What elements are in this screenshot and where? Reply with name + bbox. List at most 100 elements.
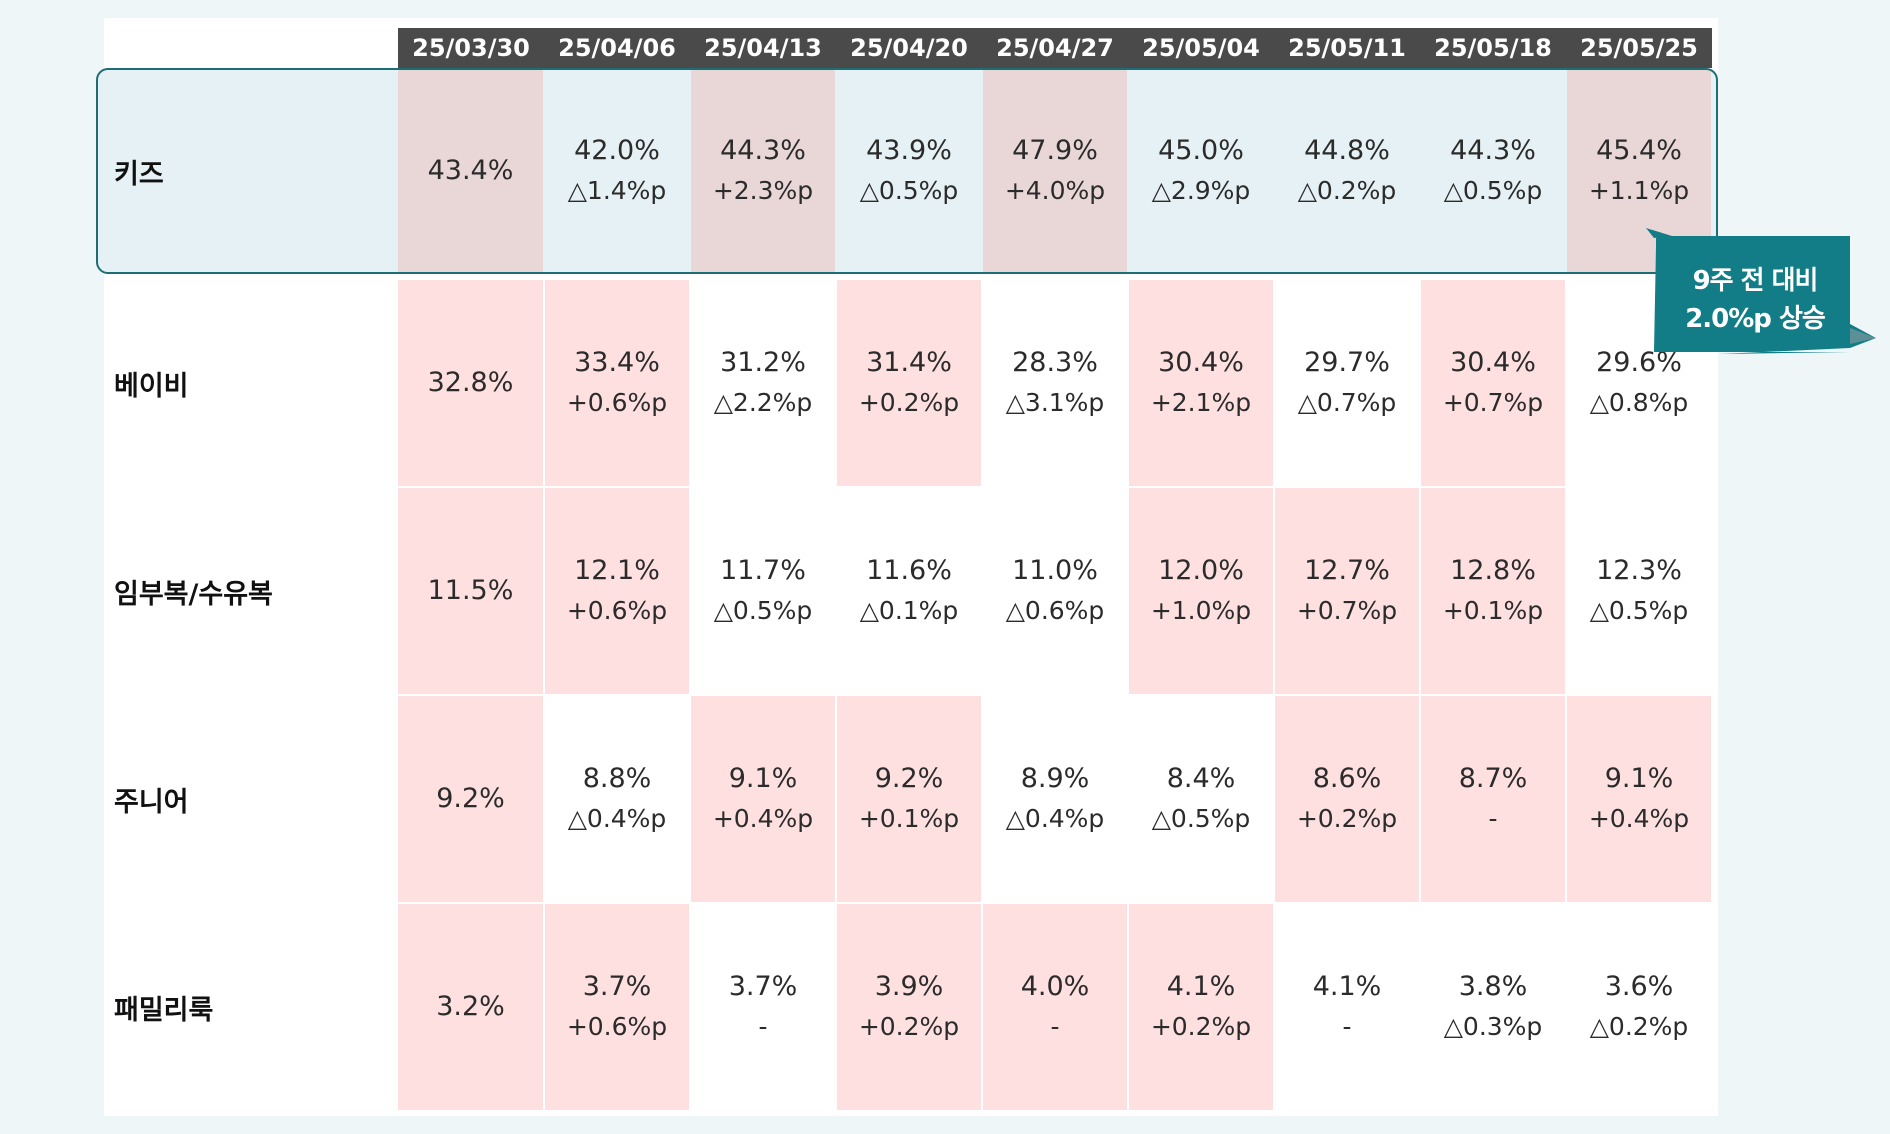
cell-value: 11.7% — [720, 555, 806, 586]
cell-value: 3.7% — [728, 971, 798, 1002]
cell-change: △2.2%p — [713, 388, 813, 417]
cell-change: +0.4%p — [712, 804, 814, 833]
cell-change: +0.2%p — [858, 1012, 960, 1041]
cell-value: 31.4% — [866, 347, 952, 378]
cell-change: +0.6%p — [566, 1012, 668, 1041]
cell-change: +0.2%p — [1150, 1012, 1252, 1041]
table-cell: 11.7% △0.5%p — [691, 488, 835, 694]
table-cell: 9.1% +0.4%p — [1567, 696, 1711, 902]
row-label: 주니어 — [114, 786, 189, 818]
table-cell: 29.6% △0.8%p — [1567, 280, 1711, 486]
cell-value: 8.4% — [1166, 763, 1236, 794]
cell-value: 11.0% — [1012, 555, 1098, 586]
cell-value: 3.6% — [1604, 971, 1674, 1002]
table-cell: 4.1% - — [1275, 904, 1419, 1110]
cell-value: 12.0% — [1158, 555, 1244, 586]
cell-change: △0.2%p — [1589, 1012, 1689, 1041]
callout-bubble — [1646, 228, 1876, 354]
cell-value: 31.2% — [720, 347, 806, 378]
cell-value: 4.0% — [1020, 971, 1090, 1002]
cell-change: +0.6%p — [566, 388, 668, 417]
table-cell: 47.9% +4.0%p — [983, 70, 1127, 272]
table-cell: 44.3% △0.5%p — [1421, 70, 1565, 272]
cell-value: 3.8% — [1458, 971, 1528, 1002]
table-cell: 31.2% △2.2%p — [691, 280, 835, 486]
table-cell: 3.8% △0.3%p — [1421, 904, 1565, 1110]
cell-change: +4.0%p — [1004, 176, 1106, 205]
cell-change: △0.3%p — [1443, 1012, 1543, 1041]
cell-value: 9.1% — [1604, 763, 1674, 794]
table-cell: 9.2% +0.1%p — [837, 696, 981, 902]
cell-change: △2.9%p — [1151, 176, 1251, 205]
table-cell: 8.4% △0.5%p — [1129, 696, 1273, 902]
table-cell: 3.7% +0.6%p — [545, 904, 689, 1110]
cell-value: 44.8% — [1304, 135, 1390, 166]
cell-value: 3.2% — [436, 991, 505, 1022]
column-header: 25/05/11 — [1274, 28, 1420, 68]
table-cell: 44.8% △0.2%p — [1275, 70, 1419, 272]
cell-change: △3.1%p — [1005, 388, 1105, 417]
cell-change: △0.7%p — [1297, 388, 1397, 417]
cell-value: 12.1% — [574, 555, 660, 586]
cell-value: 42.0% — [574, 135, 660, 166]
table-cell: 29.7% △0.7%p — [1275, 280, 1419, 486]
cell-value: 30.4% — [1450, 347, 1536, 378]
callout-tail-shadow — [1850, 328, 1876, 344]
table-panel: 25/03/30 25/04/06 25/04/13 25/04/20 25/04/27… — [96, 18, 1718, 1116]
cell-value: 33.4% — [574, 347, 660, 378]
table-cell: 12.7% +0.7%p — [1275, 488, 1419, 694]
cell-value: 9.2% — [436, 783, 505, 814]
cell-change: △0.5%p — [1443, 176, 1543, 205]
callout-line-1: 9주 전 대비 — [1692, 266, 1819, 296]
table-cell: 11.6% △0.1%p — [837, 488, 981, 694]
cell-change: +0.4%p — [1588, 804, 1690, 833]
cell-value: 3.7% — [582, 971, 652, 1002]
cell-value: 44.3% — [720, 135, 806, 166]
cell-change: +0.6%p — [566, 596, 668, 625]
table-cell: 3.6% △0.2%p — [1567, 904, 1711, 1110]
table-cell: 4.0% - — [983, 904, 1127, 1110]
row-label: 임부복/수유복 — [114, 578, 273, 610]
cell-value: 4.1% — [1166, 971, 1236, 1002]
table-cell: 11.0% △0.6%p — [983, 488, 1127, 694]
table-cell: 9.2% — [398, 696, 543, 902]
table-cell: 30.4% +2.1%p — [1129, 280, 1273, 486]
table-cell: 9.1% +0.4%p — [691, 696, 835, 902]
callout-text: 9주 전 대비 2.0%p 상승 — [1660, 262, 1850, 338]
cell-value: 8.7% — [1458, 763, 1528, 794]
cell-value: 9.1% — [728, 763, 798, 794]
table-cell: 28.3% △3.1%p — [983, 280, 1127, 486]
cell-change: △0.8%p — [1589, 388, 1689, 417]
table-cell: 32.8% — [398, 280, 543, 486]
cell-change: △0.5%p — [1151, 804, 1251, 833]
column-header: 25/03/30 — [398, 28, 544, 68]
cell-value: 9.2% — [874, 763, 944, 794]
column-header: 25/04/20 — [836, 28, 982, 68]
table-cell: 11.5% — [398, 488, 543, 694]
cell-change: △0.4%p — [567, 804, 667, 833]
column-header: 25/04/06 — [544, 28, 690, 68]
table-cell: 12.1% +0.6%p — [545, 488, 689, 694]
cell-value: 4.1% — [1312, 971, 1382, 1002]
table-cell: 44.3% +2.3%p — [691, 70, 835, 272]
table-cell: 8.6% +0.2%p — [1275, 696, 1419, 902]
cell-value: 11.5% — [427, 575, 514, 606]
column-header: 25/05/04 — [1128, 28, 1274, 68]
cell-value: 12.7% — [1304, 555, 1390, 586]
table-cell: 45.0% △2.9%p — [1129, 70, 1273, 272]
table-cell: 42.0% △1.4%p — [545, 70, 689, 272]
column-header: 25/05/18 — [1420, 28, 1566, 68]
table-cell: 3.7% - — [691, 904, 835, 1110]
cell-change: +2.3%p — [712, 176, 814, 205]
cell-value: 8.8% — [582, 763, 652, 794]
cell-value: 45.4% — [1596, 135, 1682, 166]
highlighted-row-background — [98, 68, 1716, 274]
cell-value: 32.8% — [427, 367, 514, 398]
cell-change: +1.1%p — [1588, 176, 1690, 205]
cell-value: 12.8% — [1450, 555, 1536, 586]
cell-change: - — [1050, 1012, 1060, 1041]
cell-value: 30.4% — [1158, 347, 1244, 378]
cell-value: 29.6% — [1596, 347, 1682, 378]
table-cell: 31.4% +0.2%p — [837, 280, 981, 486]
table-cell: 8.7% - — [1421, 696, 1565, 902]
